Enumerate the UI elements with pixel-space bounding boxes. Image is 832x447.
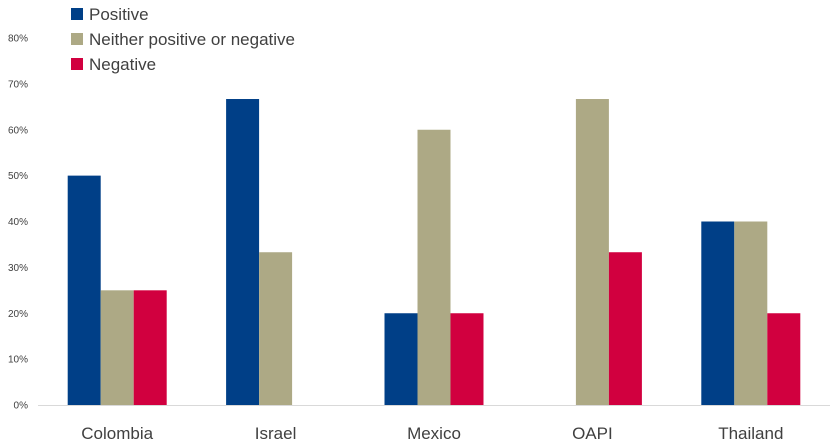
legend-swatch: [71, 33, 83, 45]
y-axis: 0% 10% 20% 30% 40% 50% 60% 70% 80%: [8, 34, 28, 412]
y-tick-label: 40%: [8, 217, 28, 228]
bar-colombia-positive: [67, 175, 101, 405]
legend-item: Negative: [71, 55, 156, 74]
legend-swatch: [71, 58, 83, 70]
y-tick-label: 80%: [8, 34, 28, 45]
x-category-label: Colombia: [81, 424, 153, 443]
legend-label: Neither positive or negative: [89, 30, 295, 49]
legend-label: Negative: [89, 55, 156, 74]
bar-thailand-positive: [701, 221, 735, 405]
y-tick-label: 30%: [8, 263, 28, 274]
x-category-label: Thailand: [718, 424, 783, 443]
legend-item: Neither positive or negative: [71, 30, 295, 49]
chart-legend: Positive Neither positive or negative Nega…: [71, 5, 295, 74]
bar-israel-neither-positive-or-negative: [259, 252, 293, 405]
bar-mexico-neither-positive-or-negative: [417, 129, 451, 405]
legend-swatch: [71, 8, 83, 20]
x-category-label: Mexico: [407, 424, 461, 443]
y-tick-label: 50%: [8, 171, 28, 182]
x-category-label: OAPI: [572, 424, 613, 443]
y-tick-label: 0%: [14, 401, 29, 412]
bar-thailand-negative: [767, 313, 801, 405]
y-tick-label: 10%: [8, 355, 28, 366]
legend-item: Positive: [71, 5, 149, 24]
bar-mexico-negative: [450, 313, 484, 405]
bar-colombia-neither-positive-or-negative: [100, 290, 134, 405]
legend-label: Positive: [89, 5, 149, 24]
y-tick-label: 60%: [8, 125, 28, 136]
y-tick-label: 70%: [8, 79, 28, 90]
bar-colombia-negative: [133, 290, 167, 405]
bars-group: [67, 99, 801, 406]
bar-thailand-neither-positive-or-negative: [734, 221, 768, 405]
x-axis: Colombia Israel Mexico OAPI Thailand: [81, 424, 783, 443]
bar-oapi-negative: [608, 252, 642, 405]
x-category-label: Israel: [255, 424, 297, 443]
bar-oapi-neither-positive-or-negative: [575, 99, 609, 406]
bar-israel-positive: [226, 99, 260, 406]
bar-mexico-positive: [384, 313, 418, 405]
y-tick-label: 20%: [8, 309, 28, 320]
